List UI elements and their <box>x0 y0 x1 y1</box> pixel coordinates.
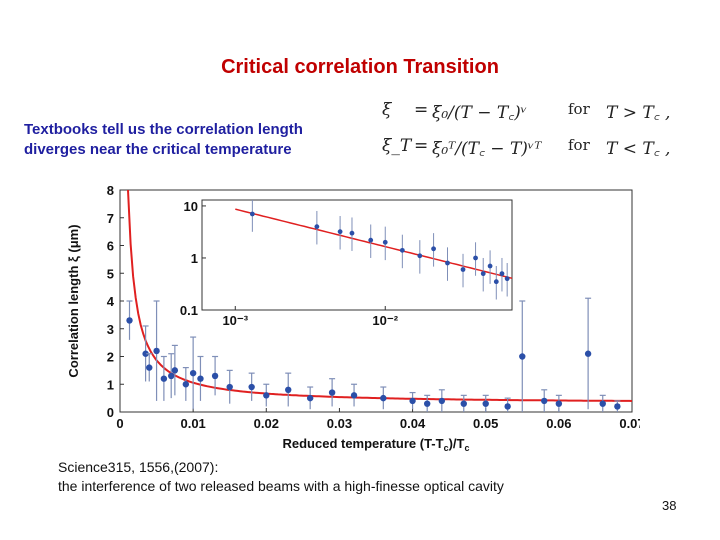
intro-text: Textbooks tell us the correlation length… <box>24 120 384 160</box>
data-point <box>409 397 416 405</box>
data-point <box>460 400 467 407</box>
inset-data-point <box>504 276 510 282</box>
inset-y-tick-label: 10 <box>184 199 198 214</box>
x-tick-label: 0.05 <box>473 416 498 431</box>
y-tick-label: 3 <box>107 322 114 337</box>
data-point <box>142 350 149 357</box>
citation: Science315, 1556,(2007): the interferenc… <box>58 458 658 496</box>
data-point <box>189 369 197 377</box>
inset-data-point <box>445 260 450 266</box>
y-tick-label: 8 <box>107 183 114 198</box>
inset-fit-line <box>235 208 513 280</box>
data-point <box>541 397 548 405</box>
x-tick-label: 0 <box>116 416 123 431</box>
formula-condition: T < T꜀ , <box>606 139 671 159</box>
x-tick-label: 0.02 <box>254 416 279 431</box>
correlation-formula: ξ = ξ₀/(T − T꜀)ᵛ for T > T꜀ , ξ_T = ξ₀ᵀ/… <box>380 96 700 166</box>
formula-rhs: ξ₀ᵀ/(T꜀ − T)ᵛᵀ <box>432 139 542 159</box>
y-tick-label: 6 <box>107 239 114 254</box>
x-tick-label: 0.06 <box>546 416 571 431</box>
x-tick-label: 0.03 <box>327 416 352 431</box>
inset-data-point <box>480 271 486 277</box>
data-point <box>126 317 133 324</box>
x-tick-label: 0.04 <box>400 416 426 431</box>
inset-data-point <box>417 253 423 259</box>
formula-equals: = <box>414 100 429 120</box>
data-point <box>380 394 387 402</box>
formula-rhs: ξ₀/(T − T꜀)ᵛ <box>432 103 528 123</box>
y-tick-label: 7 <box>107 211 114 226</box>
data-point <box>614 403 621 410</box>
citation-line-1: Science315, 1556,(2007): <box>58 459 219 475</box>
formula-condition: T > T꜀ , <box>606 103 671 123</box>
inset-data-point <box>249 211 255 217</box>
intro-line-1: Textbooks tell us the correlation length <box>24 121 303 138</box>
inset-x-tick-label: 10⁻² <box>372 313 398 328</box>
inset-data-point <box>399 247 405 253</box>
formula-for: for <box>568 136 590 154</box>
data-point <box>182 381 190 388</box>
data-point <box>248 383 255 391</box>
data-point <box>584 350 592 357</box>
x-axis-label: Reduced temperature (T-Tc)/Tc <box>282 436 469 452</box>
formula-row-above: ξ = ξ₀/(T − T꜀)ᵛ for T > T꜀ , <box>380 96 700 126</box>
inset-y-tick-label: 1 <box>191 251 198 266</box>
data-point <box>146 364 153 371</box>
data-point <box>171 367 179 374</box>
x-tick-label: 0.01 <box>180 416 205 431</box>
slide-title: Critical correlation Transition <box>221 56 499 78</box>
data-point <box>555 400 563 407</box>
citation-line-2: the interference of two released beams w… <box>58 478 504 494</box>
formula-row-below: ξ_T = ξ₀ᵀ/(T꜀ − T)ᵛᵀ for T < T꜀ , <box>380 132 700 162</box>
intro-line-2: diverges near the critical temperature <box>24 141 292 158</box>
y-tick-label: 4 <box>107 294 115 309</box>
inset-data-point <box>337 229 343 235</box>
data-point <box>197 375 204 382</box>
inset-y-tick-label: 0.1 <box>180 303 198 318</box>
data-point <box>306 394 314 402</box>
data-point <box>482 400 489 407</box>
formula-equals: = <box>414 136 429 156</box>
data-point <box>599 400 606 407</box>
inset-data-point <box>473 255 478 261</box>
data-point <box>153 347 160 355</box>
data-point <box>504 403 511 410</box>
inset-data-point <box>460 267 466 272</box>
data-point <box>350 392 358 399</box>
inset-data-point <box>368 237 374 243</box>
formula-for: for <box>568 100 590 118</box>
data-point <box>285 386 292 393</box>
data-point <box>263 392 270 399</box>
y-tick-label: 2 <box>107 350 114 365</box>
y-tick-label: 1 <box>107 377 114 392</box>
formula-lhs: ξ_T <box>382 136 412 156</box>
data-point <box>160 375 168 382</box>
y-tick-label: 0 <box>107 405 114 420</box>
data-point <box>519 353 526 360</box>
inset-data-point <box>499 271 505 277</box>
page-number: 38 <box>662 498 677 513</box>
data-point <box>328 389 336 396</box>
inset-data-point <box>382 239 388 245</box>
y-tick-label: 5 <box>107 266 114 281</box>
inset-data-point <box>349 230 355 236</box>
inset-data-point <box>431 246 436 252</box>
inset-data-point <box>487 263 493 269</box>
y-axis-label: Correlation length ξ (μm) <box>66 224 81 377</box>
data-point <box>211 372 219 380</box>
data-point <box>424 400 431 407</box>
inset-data-point <box>493 279 499 285</box>
inset-x-tick-label: 10⁻³ <box>222 313 248 328</box>
data-point <box>168 372 175 380</box>
correlation-length-chart: 0 1 2 3 4 5 6 7 8 0 0.01 0.02 0.03 0.04 0.05 0.06 0.07 Co… <box>66 183 640 452</box>
x-tick-label: 0.07 <box>619 416 640 431</box>
formula-lhs: ξ <box>382 100 392 120</box>
inset-data-point <box>314 224 320 230</box>
data-point <box>226 383 233 391</box>
data-point <box>438 397 446 405</box>
inset-frame <box>201 199 513 311</box>
